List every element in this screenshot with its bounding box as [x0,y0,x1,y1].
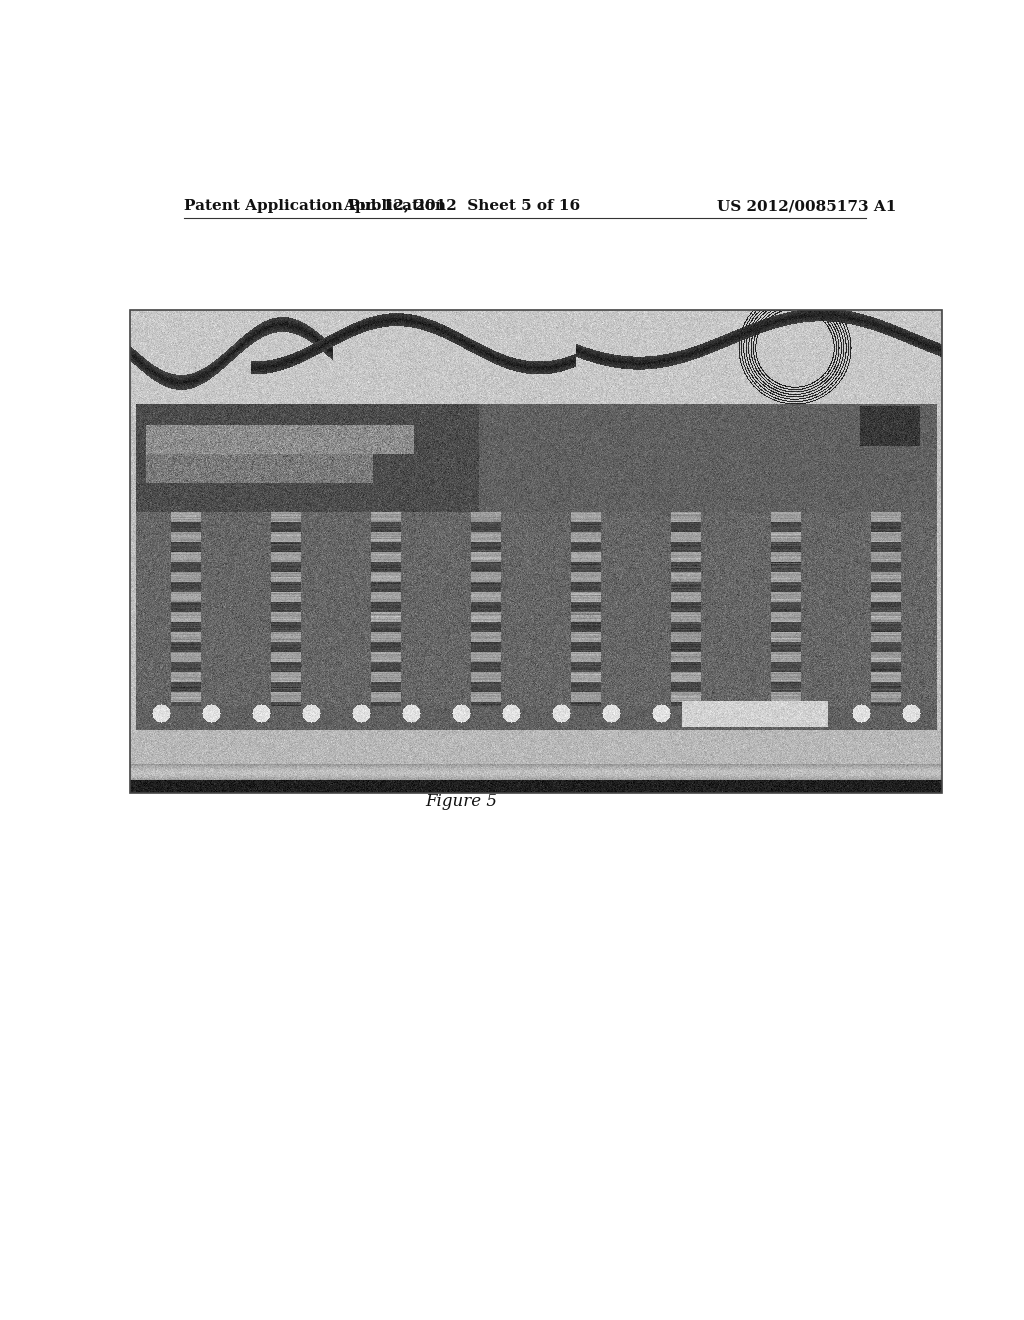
Text: Figure 5: Figure 5 [425,793,498,810]
Bar [130,310,942,793]
Text: Apr. 12, 2012  Sheet 5 of 16: Apr. 12, 2012 Sheet 5 of 16 [343,199,580,213]
Text: US 2012/0085173 A1: US 2012/0085173 A1 [717,199,896,213]
Text: Patent Application Publication: Patent Application Publication [183,199,445,213]
